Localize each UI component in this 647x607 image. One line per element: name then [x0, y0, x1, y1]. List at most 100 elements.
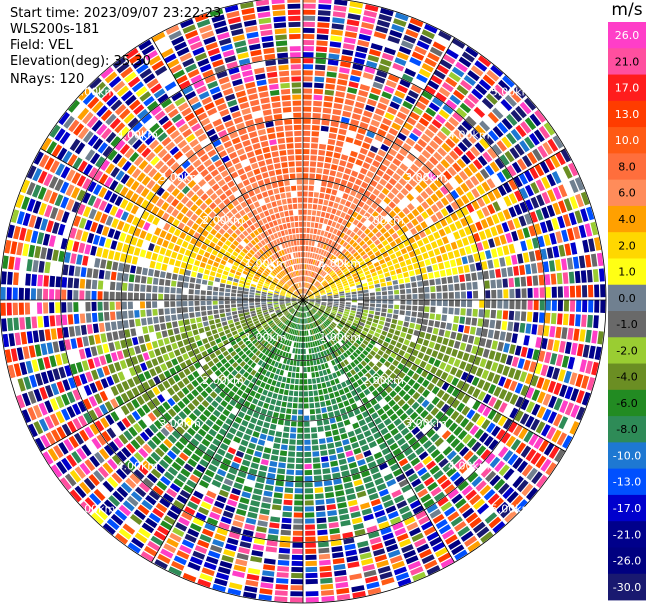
velocity-gate: [482, 381, 491, 392]
velocity-gate: [515, 124, 527, 138]
velocity-gate: [62, 264, 69, 276]
velocity-gate: [535, 455, 547, 469]
velocity-gate: [104, 203, 113, 214]
velocity-gate: [306, 228, 310, 233]
velocity-gate: [256, 311, 263, 315]
velocity-gate: [575, 406, 586, 421]
velocity-gate: [463, 75, 476, 86]
velocity-gate: [297, 324, 300, 330]
velocity-gate: [352, 351, 359, 358]
velocity-gate: [489, 161, 500, 173]
velocity-gate: [419, 435, 429, 445]
velocity-gate: [394, 376, 402, 384]
velocity-gate: [455, 369, 463, 378]
velocity-gate: [310, 285, 314, 290]
velocity-gate: [243, 300, 248, 304]
velocity-gate: [371, 542, 384, 551]
velocity-gate: [526, 401, 535, 414]
velocity-gate: [292, 310, 296, 315]
velocity-gate: [58, 340, 66, 352]
velocity-gate: [291, 322, 295, 328]
velocity-gate: [345, 244, 351, 250]
velocity-gate: [310, 415, 316, 421]
velocity-gate: [485, 93, 498, 105]
velocity-gate: [342, 476, 352, 483]
velocity-gate: [297, 427, 303, 433]
velocity-gate: [340, 433, 348, 440]
velocity-gate: [372, 346, 379, 353]
velocity-gate: [365, 346, 372, 353]
velocity-gate: [317, 319, 322, 324]
velocity-gate: [264, 383, 271, 390]
velocity-gate: [146, 400, 156, 411]
velocity-gate: [336, 85, 347, 92]
velocity-gate: [533, 129, 545, 143]
velocity-gate: [497, 185, 507, 197]
velocity-gate: [467, 254, 474, 263]
velocity-gate: [214, 349, 222, 356]
velocity-gate: [311, 240, 315, 246]
velocity-gate: [159, 443, 169, 453]
velocity-gate: [335, 415, 343, 422]
velocity-gate: [331, 346, 336, 352]
velocity-gate: [421, 29, 435, 40]
velocity-gate: [142, 443, 153, 454]
velocity-gate: [207, 360, 215, 368]
velocity-gate: [430, 257, 437, 265]
velocity-gate: [279, 337, 284, 343]
velocity-gate: [288, 341, 292, 347]
velocity-gate: [361, 508, 373, 516]
velocity-gate: [501, 267, 508, 278]
velocity-gate: [223, 478, 234, 487]
velocity-gate: [311, 143, 318, 149]
velocity-gate: [242, 248, 249, 254]
velocity-gate: [215, 433, 224, 442]
velocity-gate: [338, 508, 349, 515]
velocity-gate: [411, 51, 425, 61]
velocity-gate: [403, 447, 414, 457]
velocity-gate: [361, 263, 367, 269]
velocity-gate: [419, 230, 427, 239]
velocity-gate: [278, 462, 286, 469]
velocity-gate: [305, 276, 307, 282]
velocity-gate: [364, 380, 372, 388]
velocity-gate: [294, 304, 299, 309]
velocity-gate: [511, 230, 519, 242]
velocity-gate: [242, 258, 249, 264]
velocity-gate: [70, 363, 78, 375]
velocity-gate: [294, 336, 298, 342]
velocity-gate: [307, 311, 310, 317]
velocity-gate: [413, 330, 420, 337]
velocity-gate: [277, 375, 283, 382]
velocity-gate: [208, 319, 215, 325]
velocity-gate: [94, 451, 105, 464]
velocity-gate: [308, 293, 313, 297]
velocity-gate: [217, 353, 225, 361]
velocity-gate: [295, 348, 298, 354]
velocity-gate: [357, 127, 367, 135]
velocity-gate: [239, 316, 245, 321]
velocity-gate: [251, 313, 257, 317]
velocity-gate: [123, 430, 133, 441]
velocity-gate: [283, 499, 293, 506]
velocity-gate: [455, 61, 468, 73]
velocity-gate: [64, 473, 77, 487]
velocity-gate: [312, 315, 316, 321]
velocity-gate: [130, 204, 139, 215]
velocity-gate: [297, 306, 301, 311]
velocity-gate: [311, 278, 315, 284]
velocity-gate: [433, 422, 443, 432]
velocity-gate: [441, 314, 447, 322]
velocity-gate: [367, 231, 374, 239]
velocity-gate: [474, 428, 484, 440]
velocity-gate: [254, 392, 261, 400]
velocity-gate: [432, 541, 446, 552]
velocity-gate: [487, 191, 496, 202]
velocity-gate: [101, 127, 112, 140]
velocity-gate: [325, 308, 331, 312]
velocity-gate: [334, 410, 341, 417]
velocity-gate: [345, 302, 351, 305]
velocity-gate: [578, 255, 586, 269]
velocity-gate: [307, 215, 311, 221]
